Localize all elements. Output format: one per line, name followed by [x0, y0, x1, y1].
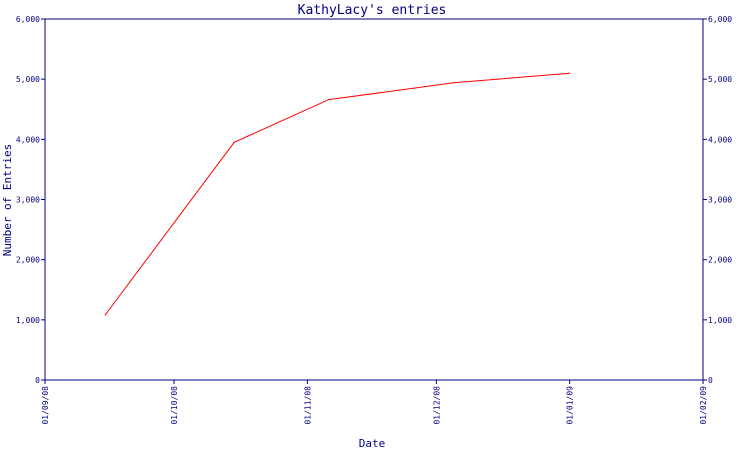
x-tick-label: 01/12/08	[432, 386, 441, 425]
data-point	[452, 82, 455, 84]
ticks: 0 0 1,000 1,000 2,000 2,000 3,000 3,000 4,000 4,0…	[16, 15, 732, 425]
y-tick-label-left: 1,000	[16, 316, 40, 325]
y-tick-label-right: 5,000	[708, 75, 732, 84]
x-tick-label: 01/11/08	[303, 386, 312, 425]
y-tick-label-right: 4,000	[708, 135, 732, 144]
x-tick-label: 01/10/08	[170, 386, 179, 425]
data-point	[104, 314, 106, 316]
x-tick-label: 01/09/08	[41, 386, 50, 425]
y-tick-label-left: 3,000	[16, 196, 40, 205]
y-tick-label-right: 2,000	[708, 256, 732, 265]
chart-title: KathyLacy's entries	[298, 3, 447, 18]
axes	[44, 18, 704, 381]
y-tick-label-left: 0	[35, 376, 40, 385]
y-tick-label-right: 1,000	[708, 316, 732, 325]
x-tick-label: 01/01/09	[566, 386, 575, 425]
y-tick-label-left: 6,000	[16, 15, 40, 24]
y-tick-label-right: 3,000	[708, 196, 732, 205]
x-axis-label: Date	[359, 437, 386, 450]
y-axis-label: Number of Entries	[1, 144, 14, 257]
y-tick-label-left: 2,000	[16, 256, 40, 265]
data-point	[569, 72, 571, 74]
y-tick-label-left: 5,000	[16, 75, 40, 84]
series-line	[104, 72, 570, 316]
series-layer	[104, 72, 571, 316]
x-tick-label: 01/02/09	[699, 386, 708, 425]
plot-frame	[44, 18, 704, 381]
y-tick-label-right: 6,000	[708, 15, 732, 24]
data-point	[233, 141, 235, 143]
y-tick-label-left: 4,000	[16, 135, 40, 144]
data-point	[328, 99, 330, 101]
y-tick-label-right: 0	[708, 376, 713, 385]
